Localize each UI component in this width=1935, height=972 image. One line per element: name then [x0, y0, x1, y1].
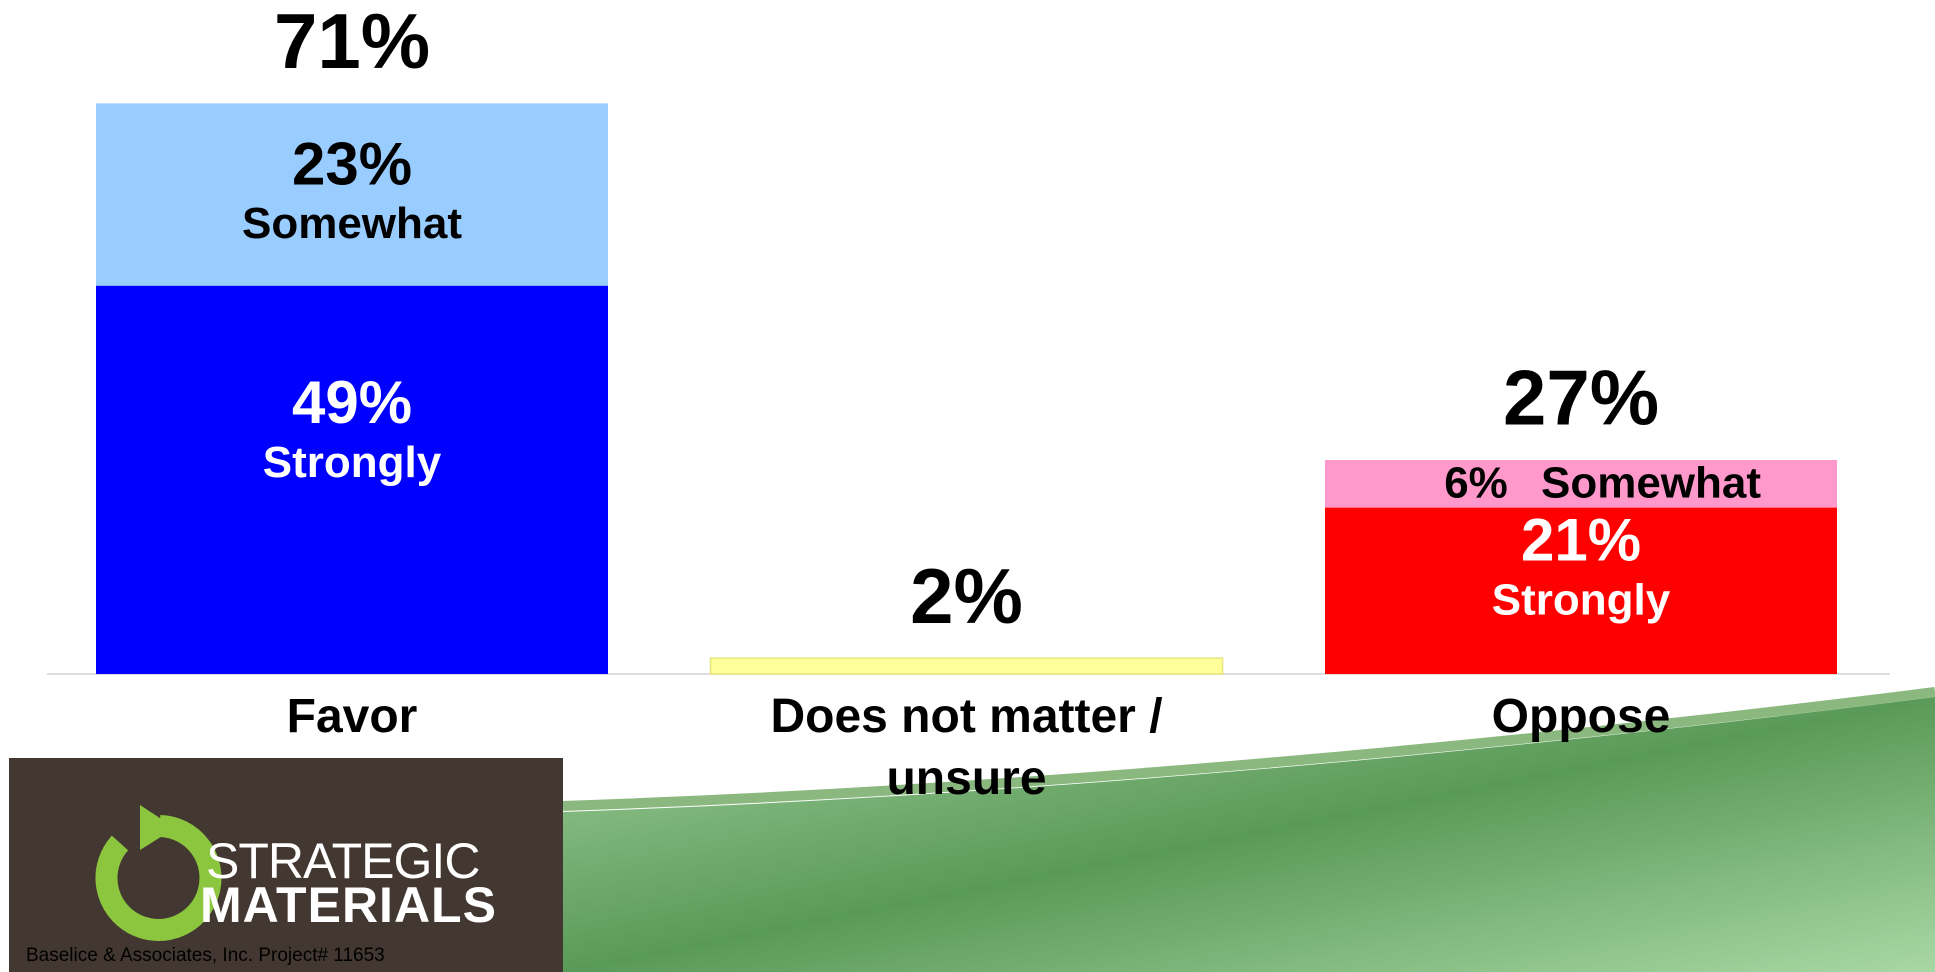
bar-segment	[96, 285, 608, 674]
bar-segment	[96, 103, 608, 286]
background-curve	[562, 687, 1935, 811]
segment-name-label: Somewhat	[1541, 458, 1761, 507]
total-label: 71%	[274, 0, 430, 85]
bar-segment	[1325, 460, 1837, 508]
segment-value-label: 23%	[292, 130, 412, 197]
bar-segment	[1325, 507, 1837, 674]
logo-text: STRATEGIC	[206, 833, 480, 889]
logo-icon	[95, 815, 222, 941]
segment-value-label: 49%	[292, 369, 412, 436]
segment-value-label: 21%	[1521, 507, 1641, 574]
credit: Baselice & Associates, Inc. Project# 116…	[26, 945, 385, 966]
background-image	[563, 697, 1935, 972]
x-tick-label: Does not matter / unsure	[770, 690, 1163, 805]
segment-name-label: Strongly	[263, 438, 442, 487]
x-tick-label: Favor	[286, 690, 418, 743]
logo-text: MATERIALS	[200, 877, 497, 933]
x-tick-label: Oppose	[1491, 690, 1671, 743]
segment-value-label: 6%	[1444, 458, 1508, 507]
segment-name-label: Somewhat	[242, 199, 462, 248]
logo-arrow	[140, 805, 175, 850]
total-label: 2%	[910, 552, 1023, 640]
total-label: 27%	[1503, 354, 1659, 442]
bar-segment	[709, 657, 1224, 675]
segment-name-label: Strongly	[1492, 575, 1671, 624]
